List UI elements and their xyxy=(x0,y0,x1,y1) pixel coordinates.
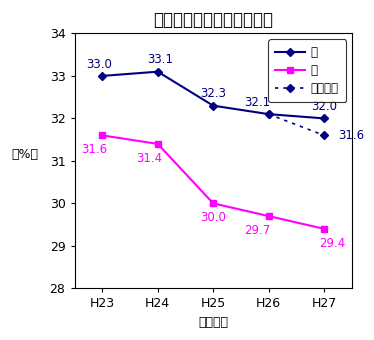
Text: 31.4: 31.4 xyxy=(136,152,162,165)
新 xyxy=(322,116,327,120)
整形再開 xyxy=(266,112,271,116)
新 xyxy=(266,112,271,116)
Text: 32.1: 32.1 xyxy=(245,96,271,109)
旧 xyxy=(211,201,215,205)
Text: 30.0: 30.0 xyxy=(200,211,226,224)
Text: 33.0: 33.0 xyxy=(86,57,113,71)
Line: 整形再開: 整形再開 xyxy=(266,111,327,138)
新 xyxy=(156,70,160,74)
Legend: 新, 旧, 整形再開: 新, 旧, 整形再開 xyxy=(269,39,346,102)
Text: 31.6: 31.6 xyxy=(338,129,364,142)
旧 xyxy=(100,133,104,137)
整形再開 xyxy=(322,133,327,137)
新 xyxy=(100,74,104,78)
Line: 新: 新 xyxy=(99,69,327,121)
Text: 33.1: 33.1 xyxy=(147,53,174,66)
旧 xyxy=(266,214,271,218)
Text: 29.7: 29.7 xyxy=(245,224,271,237)
Text: 32.3: 32.3 xyxy=(200,87,226,100)
新 xyxy=(211,104,215,108)
旧 xyxy=(156,142,160,146)
Text: 29.4: 29.4 xyxy=(319,237,346,250)
旧 xyxy=(322,227,327,231)
Text: 31.6: 31.6 xyxy=(81,143,107,156)
Y-axis label: （%）: （%） xyxy=(11,148,38,161)
Line: 旧: 旧 xyxy=(99,132,327,232)
Title: 医業収益対材料費比率見込: 医業収益対材料費比率見込 xyxy=(153,11,273,29)
X-axis label: （年度）: （年度） xyxy=(198,316,228,329)
Text: 32.0: 32.0 xyxy=(311,100,337,113)
